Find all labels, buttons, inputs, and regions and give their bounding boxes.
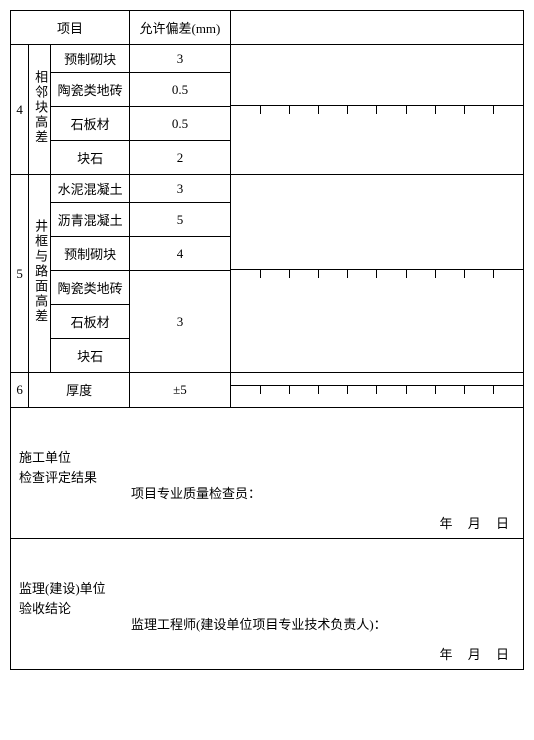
group-title-text: 井框与路面高差	[31, 219, 50, 324]
group-title-text: 相邻块高差	[31, 70, 50, 145]
item-cell: 块石	[51, 339, 130, 373]
construction-date: 年 月 日	[439, 513, 515, 532]
measurement-grid	[230, 175, 523, 373]
construction-result-block: 施工单位 检查评定结果 项目专业质量检查员： 年 月 日	[10, 407, 523, 538]
tol-cell: 0.5	[130, 107, 231, 141]
tol-cell: 4	[130, 237, 231, 271]
tol-cell: 3	[130, 175, 231, 203]
construction-left: 施工单位 检查评定结果	[11, 408, 131, 538]
supervision-signature-label: 监理工程师(建设单位项目专业技术负责人)：	[131, 614, 387, 633]
header-grid	[230, 11, 523, 45]
item-cell: 预制砌块	[51, 45, 130, 73]
item-cell: 沥青混凝土	[51, 203, 130, 237]
table-row: 4 相邻块高差 预制砌块 3	[11, 45, 524, 73]
inspection-form: 项目 允许偏差(mm) 4 相邻块高差 预制砌块 3 陶瓷类地砖 0.5 石板材…	[10, 10, 524, 670]
measurement-grid	[230, 373, 523, 407]
construction-right: 项目专业质量检查员： 年 月 日	[131, 408, 523, 538]
item-cell: 水泥混凝土	[51, 175, 130, 203]
group-number: 4	[11, 45, 29, 175]
group-number: 6	[11, 373, 29, 407]
tolerance-table: 项目 允许偏差(mm) 4 相邻块高差 预制砌块 3 陶瓷类地砖 0.5 石板材…	[10, 10, 523, 407]
header-tolerance: 允许偏差(mm)	[130, 11, 231, 45]
item-cell: 厚度	[29, 373, 130, 407]
construction-label-2: 检查评定结果	[19, 468, 123, 489]
group-title: 相邻块高差	[29, 45, 51, 175]
table-row: 6 厚度 ±5	[11, 373, 524, 407]
item-cell: 陶瓷类地砖	[51, 271, 130, 305]
measurement-grid	[230, 45, 523, 175]
tol-cell: 3	[130, 45, 231, 73]
supervision-right: 监理工程师(建设单位项目专业技术负责人)： 年 月 日	[131, 539, 523, 669]
item-cell: 陶瓷类地砖	[51, 73, 130, 107]
group-title: 井框与路面高差	[29, 175, 51, 373]
item-cell: 预制砌块	[51, 237, 130, 271]
supervision-label-1: 监理(建设)单位	[19, 579, 123, 600]
header-item: 项目	[11, 11, 130, 45]
construction-signature-label: 项目专业质量检查员：	[131, 483, 261, 502]
group-number: 5	[11, 175, 29, 373]
table-row: 5 井框与路面高差 水泥混凝土 3	[11, 175, 524, 203]
tol-cell: 0.5	[130, 73, 231, 107]
header-row: 项目 允许偏差(mm)	[11, 11, 524, 45]
supervision-left: 监理(建设)单位 验收结论	[11, 539, 131, 669]
tol-cell: 2	[130, 141, 231, 175]
item-cell: 石板材	[51, 107, 130, 141]
supervision-label-2: 验收结论	[19, 599, 123, 620]
tol-cell: ±5	[130, 373, 231, 407]
tol-cell: 5	[130, 203, 231, 237]
item-cell: 块石	[51, 141, 130, 175]
supervision-result-block: 监理(建设)单位 验收结论 监理工程师(建设单位项目专业技术负责人)： 年 月 …	[10, 538, 523, 669]
item-cell: 石板材	[51, 305, 130, 339]
tol-cell-merged: 3	[130, 271, 231, 373]
supervision-date: 年 月 日	[439, 644, 515, 663]
construction-label-1: 施工单位	[19, 448, 123, 469]
